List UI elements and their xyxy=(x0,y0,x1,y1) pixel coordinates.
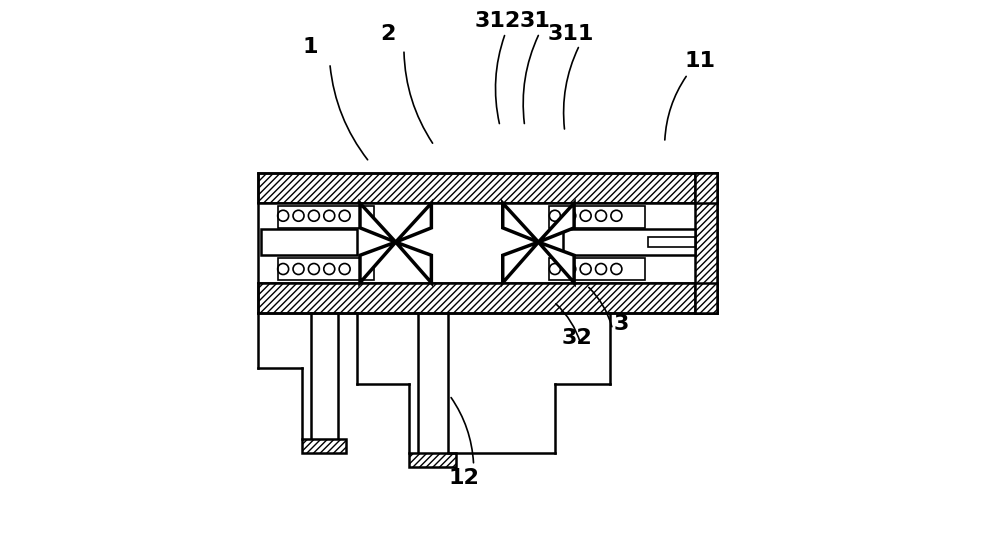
Text: 32: 32 xyxy=(561,328,592,348)
Bar xyxy=(258,173,698,203)
Polygon shape xyxy=(503,203,538,242)
Polygon shape xyxy=(538,203,574,242)
Text: 11: 11 xyxy=(685,52,716,71)
Text: 12: 12 xyxy=(449,468,480,488)
Polygon shape xyxy=(360,203,396,242)
Bar xyxy=(258,203,698,283)
Bar xyxy=(278,206,374,228)
Text: 31: 31 xyxy=(519,11,550,31)
Bar xyxy=(549,206,645,228)
Bar xyxy=(695,173,717,313)
Bar xyxy=(261,229,357,255)
Bar xyxy=(302,439,346,453)
Bar xyxy=(695,283,717,313)
Bar xyxy=(563,229,695,255)
Text: 312: 312 xyxy=(474,11,520,31)
Polygon shape xyxy=(396,203,431,242)
Bar xyxy=(409,453,456,467)
Bar xyxy=(695,173,717,203)
Text: 1: 1 xyxy=(303,37,318,57)
Polygon shape xyxy=(396,242,431,283)
Text: 3: 3 xyxy=(613,314,628,334)
Text: 311: 311 xyxy=(547,24,593,44)
Bar xyxy=(549,258,645,280)
Bar xyxy=(258,283,698,313)
Polygon shape xyxy=(503,242,538,283)
Polygon shape xyxy=(538,242,574,283)
Bar xyxy=(278,258,374,280)
Polygon shape xyxy=(360,242,396,283)
Bar xyxy=(648,237,695,247)
Text: 2: 2 xyxy=(380,24,395,44)
